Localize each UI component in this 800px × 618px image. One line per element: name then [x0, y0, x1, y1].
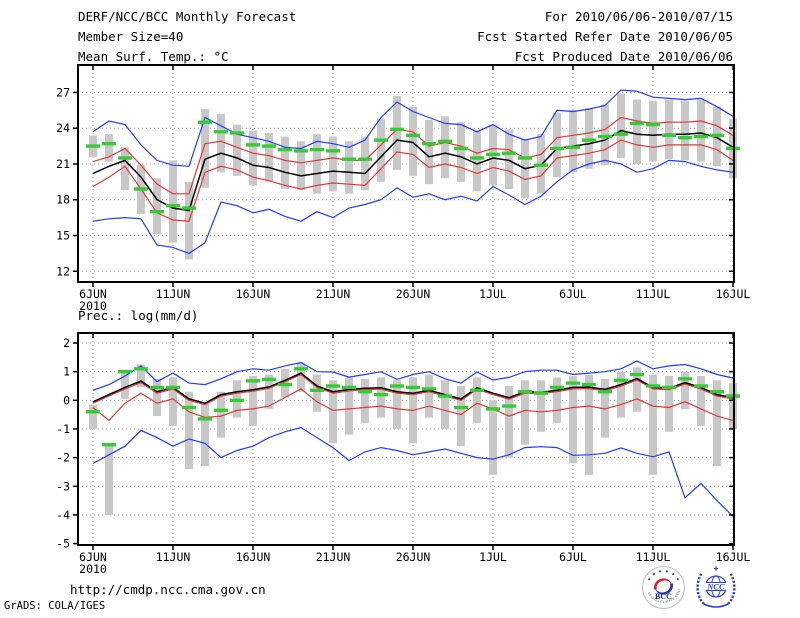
svg-text:6JUN: 6JUN: [79, 550, 107, 564]
series-mean-minus-std: [92, 388, 734, 422]
forecast-range-label: For 2010/06/06-2010/07/15: [544, 9, 733, 24]
bcc-logo: BCC BEIJING CLIMATE CENTER: [640, 565, 685, 609]
svg-text:16JUN: 16JUN: [236, 550, 271, 564]
member-size-label: Member Size=40: [78, 29, 184, 44]
gridlines: [78, 333, 734, 545]
svg-text:12: 12: [56, 264, 70, 278]
svg-text:6JUL: 6JUL: [559, 287, 587, 301]
bcc-label: BCC: [655, 592, 672, 601]
series-observation: [86, 367, 740, 447]
svg-text:21: 21: [56, 157, 70, 171]
svg-text:1JUL: 1JUL: [479, 550, 507, 564]
bcc-swirl-red: [653, 578, 672, 590]
svg-text:15: 15: [56, 229, 70, 243]
svg-text:16JUL: 16JUL: [716, 550, 751, 564]
svg-text:-4: -4: [56, 508, 70, 522]
fcst-started-label: Fcst Started Refer Date 2010/06/05: [477, 29, 733, 44]
series-observation: [86, 120, 740, 214]
series-maximum: [92, 89, 734, 167]
ncc-wreath-right: [727, 572, 736, 605]
ncc-wreath-left: [696, 572, 705, 605]
series-minimum: [92, 426, 734, 517]
bcc-ring: [642, 566, 685, 609]
chart-frame: [77, 332, 735, 546]
svg-text:11JUN: 11JUN: [156, 550, 191, 564]
svg-text:16JUL: 16JUL: [716, 287, 751, 301]
svg-text:16JUN: 16JUN: [236, 287, 271, 301]
svg-text:2010: 2010: [79, 299, 107, 313]
svg-text:11JUL: 11JUL: [636, 287, 671, 301]
series-ensemble-mean: [92, 372, 734, 405]
ncc-globe-parallels: [706, 582, 726, 591]
series-ensemble-mean: [92, 129, 734, 212]
svg-text:-5: -5: [56, 537, 70, 551]
svg-text:2010: 2010: [79, 562, 107, 576]
svg-text:21JUN: 21JUN: [316, 550, 351, 564]
svg-text:11JUL: 11JUL: [636, 550, 671, 564]
series-mean-plus-std: [92, 373, 734, 406]
svg-text:-1: -1: [56, 422, 70, 436]
bcc-swirl-blue: [655, 583, 674, 595]
axis-labels: 6JUN 11JUN 16JUN 21JUN 26JUN 1JUL 6JUL 11JUL 16J…: [56, 333, 750, 576]
svg-text:6JUL: 6JUL: [559, 550, 587, 564]
ncc-top-ornament: [714, 566, 718, 571]
fcst-produced-label: Fcst Produced Date 2010/06/06: [514, 49, 733, 64]
series-maximum: [92, 360, 734, 391]
svg-text:24: 24: [56, 121, 70, 135]
bcc-top-characters: [648, 570, 679, 581]
page-title: DERF/NCC/BCC Monthly Forecast: [78, 9, 297, 24]
svg-text:26JUN: 26JUN: [396, 550, 431, 564]
svg-text:-3: -3: [56, 479, 70, 493]
series-minimum: [92, 159, 734, 255]
series-mean-minus-std: [92, 139, 734, 222]
svg-text:21JUN: 21JUN: [316, 287, 351, 301]
ncc-label-band: [704, 583, 728, 590]
grads-credit: GrADS: COLA/IGES: [4, 600, 106, 612]
svg-text:-2: -2: [56, 451, 70, 465]
svg-text:2: 2: [63, 336, 70, 350]
series-mean-plus-std: [92, 116, 734, 195]
svg-text:1: 1: [63, 365, 70, 379]
svg-text:0: 0: [63, 393, 70, 407]
ncc-wreath-base: [703, 603, 729, 608]
ncc-logo: NCC: [696, 566, 736, 608]
svg-text:18: 18: [56, 193, 70, 207]
temp-chart-label: Mean Surf. Temp.: °C: [78, 49, 229, 64]
svg-text:11JUN: 11JUN: [156, 287, 191, 301]
svg-text:1JUL: 1JUL: [479, 287, 507, 301]
prec-chart-label: Prec.: log(mm/d): [78, 308, 199, 323]
chart-frame: [77, 64, 735, 283]
svg-text:6JUN: 6JUN: [79, 287, 107, 301]
svg-text:27: 27: [56, 85, 70, 99]
ncc-label: NCC: [706, 581, 725, 591]
ensemble-spread-bars: [89, 93, 737, 260]
axis-labels: 6JUN 11JUN 16JUN 21JUN 26JUN 1JUL 6JUL 11JUL 16J…: [56, 65, 750, 313]
website-url: http://cmdp.ncc.cma.gov.cn: [70, 582, 266, 597]
svg-text:26JUN: 26JUN: [396, 287, 431, 301]
